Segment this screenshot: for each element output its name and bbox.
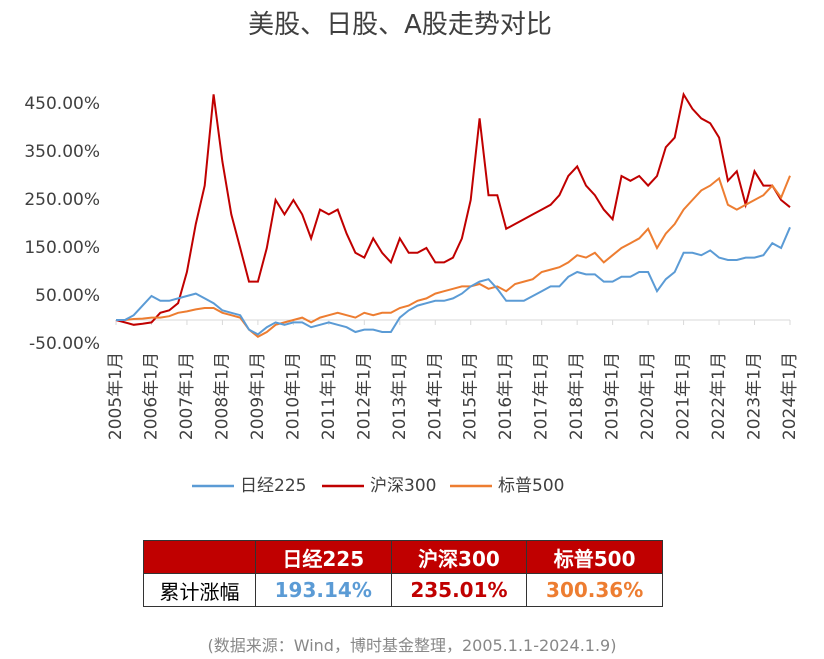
- series-line: [116, 175, 791, 338]
- y-tick-label: 350.00%: [24, 142, 100, 162]
- header-cell: [143, 540, 256, 574]
- header-cell: 标普500: [526, 540, 663, 574]
- row-label: 累计涨幅: [143, 573, 256, 607]
- legend-label: 日经225: [240, 476, 306, 496]
- header-cell: 日经225: [254, 540, 392, 574]
- x-tick-label: 2024年1月: [780, 352, 800, 440]
- x-tick-label: 2021年1月: [674, 352, 694, 440]
- x-tick-label: 2018年1月: [567, 352, 587, 440]
- y-tick-label: 450.00%: [24, 94, 100, 114]
- cell: 235.01%: [390, 573, 528, 607]
- x-tick-label: 2008年1月: [212, 352, 232, 440]
- x-tick-label: 2012年1月: [354, 352, 374, 440]
- x-tick-label: 2022年1月: [709, 352, 729, 440]
- x-tick-label: 2016年1月: [496, 352, 516, 440]
- table-row: 累计涨幅 193.14% 235.01% 300.36%: [143, 573, 663, 607]
- y-tick-label: 150.00%: [24, 238, 100, 258]
- x-tick-label: 2013年1月: [390, 352, 410, 440]
- x-tick-label: 2010年1月: [283, 352, 303, 440]
- chart-title: 美股、日股、A股走势对比: [248, 10, 552, 40]
- series-line: [116, 226, 791, 336]
- table-header: 日经225 沪深300 标普500: [143, 540, 663, 574]
- x-tick-label: 2006年1月: [141, 352, 161, 440]
- summary-table: 日经225 沪深300 标普500 累计涨幅 193.14% 235.01% 300.36…: [143, 540, 663, 607]
- header-cell: 沪深300: [390, 540, 528, 574]
- chart: 美股、日股、A股走势对比 -50.00% 50.00% 150.00% 250.00%…: [24, 10, 800, 496]
- x-tick-label: 2014年1月: [425, 352, 445, 440]
- y-tick-label: 50.00%: [35, 286, 100, 306]
- x-tick-label: 2017年1月: [532, 352, 552, 440]
- legend-label: 标普500: [498, 476, 564, 496]
- x-tick-label: 2011年1月: [319, 352, 339, 440]
- y-tick-label: -50.00%: [29, 334, 100, 354]
- x-tick-label: 2015年1月: [461, 352, 481, 440]
- x-tick-label: 2020年1月: [638, 352, 658, 440]
- series-line: [115, 91, 791, 326]
- x-tick-label: 2005年1月: [106, 352, 126, 440]
- source-note: (数据来源：Wind，博时基金整理，2005.1.1-2024.1.9): [207, 636, 617, 655]
- y-tick-label: 250.00%: [24, 190, 100, 210]
- cell: 300.36%: [526, 573, 663, 607]
- cell: 193.14%: [254, 573, 392, 607]
- x-tick-label: 2009年1月: [248, 352, 268, 440]
- x-tick-label: 2019年1月: [603, 352, 623, 440]
- legend-label: 沪深300: [370, 476, 436, 496]
- x-tick-label: 2007年1月: [177, 352, 197, 440]
- x-tick-label: 2023年1月: [745, 352, 765, 440]
